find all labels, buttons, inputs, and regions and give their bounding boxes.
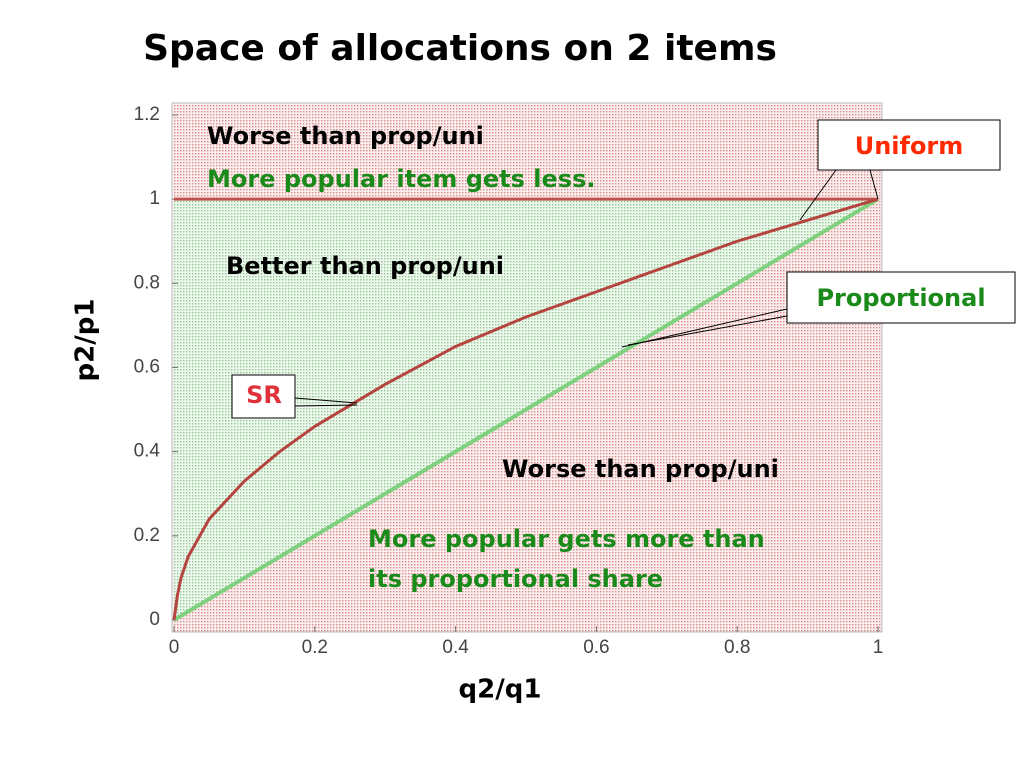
x-tick-label: 1 xyxy=(873,637,884,658)
y-tick-label: 0.8 xyxy=(134,272,160,293)
series-label: Uniform xyxy=(855,132,964,160)
callout-pointer xyxy=(799,169,837,221)
x-tick-label: 0.8 xyxy=(724,637,750,658)
y-axis-label: p2/p1 xyxy=(71,299,101,382)
chart-title: Space of allocations on 2 items xyxy=(143,28,777,69)
annotation: its proportional share xyxy=(368,565,663,593)
y-tick-label: 0.6 xyxy=(134,357,160,378)
callout-pointer xyxy=(294,397,358,404)
series-line xyxy=(172,197,880,622)
x-tick-label: 0.6 xyxy=(583,637,609,658)
annotation: Better than prop/uni xyxy=(226,252,504,280)
y-tick-label: 1 xyxy=(149,188,160,209)
callout-box xyxy=(817,119,1001,171)
y-tick-label: 0 xyxy=(149,609,160,630)
x-tick-label: 0.2 xyxy=(302,637,328,658)
x-tick-label: 0 xyxy=(169,637,180,658)
annotation: Worse than prop/uni xyxy=(502,455,779,483)
y-tick-label: 1.2 xyxy=(134,104,160,125)
annotation: More popular gets more than xyxy=(368,525,765,553)
callout-pointer xyxy=(869,169,879,200)
callout-pointer xyxy=(627,315,788,346)
y-tick-label: 0.4 xyxy=(134,441,161,462)
annotation: More popular item gets less. xyxy=(207,165,596,193)
y-tick-label: 0.2 xyxy=(134,525,160,546)
series-label: SR xyxy=(246,381,282,409)
x-axis-label: q2/q1 xyxy=(459,675,542,705)
x-tick-label: 0.4 xyxy=(442,637,469,658)
callout-box xyxy=(231,374,296,419)
series-label: Proportional xyxy=(816,284,985,312)
callout-box xyxy=(786,271,1016,324)
callout-pointer xyxy=(294,404,358,407)
annotation: Worse than prop/uni xyxy=(207,122,484,150)
